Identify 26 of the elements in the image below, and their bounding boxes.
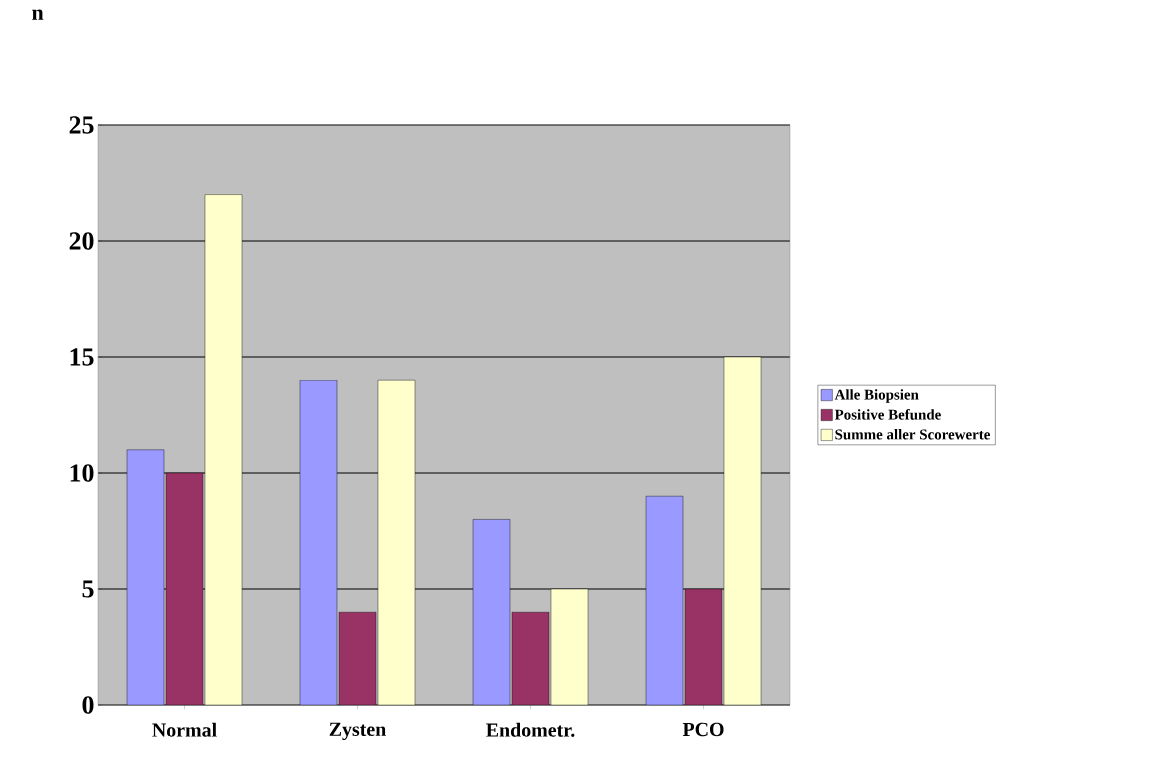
y-tick-label: 25 (69, 116, 94, 134)
bar (165, 472, 204, 705)
bar (550, 588, 589, 705)
y-tick-label: 15 (70, 348, 94, 366)
bar (338, 612, 377, 705)
bar (377, 380, 416, 705)
x-tick-label: Endometr. (486, 722, 575, 737)
bar (511, 612, 550, 705)
legend-label: Summe aller Scorewerte (835, 429, 990, 440)
bar (126, 449, 165, 705)
bar (684, 588, 723, 705)
y-tick-label: 10 (70, 464, 94, 482)
y-tick-label: 0 (82, 696, 94, 714)
bar (204, 194, 243, 705)
bar (299, 380, 338, 705)
y-tick-label: 20 (69, 232, 94, 250)
legend-label: Alle Biopsien (834, 389, 919, 403)
legend-label: Positive Befunde (834, 409, 941, 420)
y-tick-label: 5 (82, 580, 94, 598)
x-tick-label: Zysten (329, 722, 386, 741)
bar (472, 519, 511, 705)
x-tick-label: Normal (152, 722, 217, 737)
bar (645, 496, 684, 705)
bar (723, 356, 762, 705)
y-axis-title: n (32, 9, 44, 20)
x-tick-label: PCO (682, 722, 724, 737)
